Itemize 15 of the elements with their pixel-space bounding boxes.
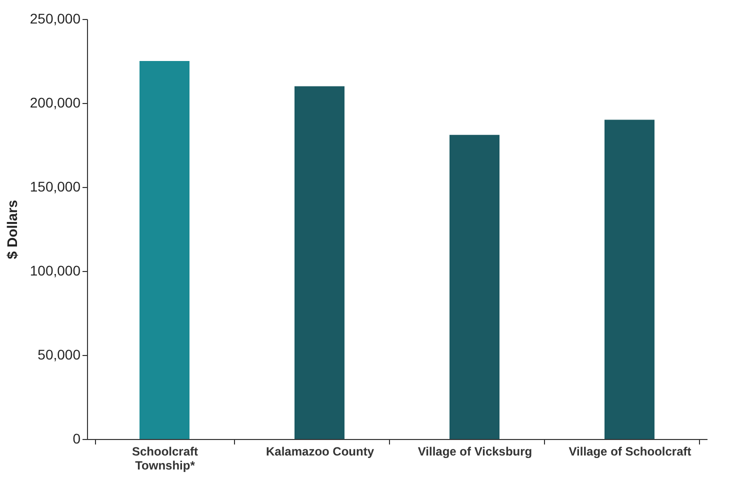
y-tick-label: 0: [72, 430, 81, 446]
bar: [140, 61, 190, 439]
y-tick-label: 200,000: [30, 94, 81, 110]
y-axis-title: $ Dollars: [4, 200, 20, 260]
y-tick-label: 50,000: [38, 346, 81, 362]
x-tick-label: Schoolcraft Township*: [132, 444, 198, 472]
bar: [294, 86, 344, 439]
y-tick-label: 150,000: [30, 178, 81, 194]
y-tick-label: 250,000: [30, 10, 81, 26]
bar: [604, 120, 654, 439]
x-tick-label: Village of Vicksburg: [418, 444, 532, 458]
bar: [450, 134, 500, 439]
x-tick-label: Kalamazoo County: [266, 444, 374, 458]
x-tick-label: Village of Schoolcraft: [568, 444, 692, 458]
y-tick-label: 100,000: [30, 262, 81, 278]
